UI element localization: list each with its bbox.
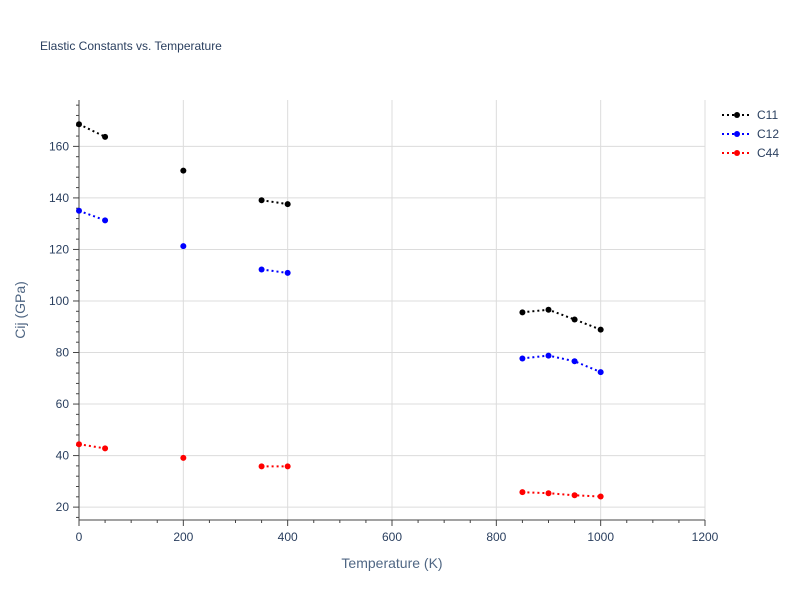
y-tick-label: 40 xyxy=(56,449,70,463)
legend-label: C44 xyxy=(757,146,779,160)
gridlines xyxy=(79,100,706,520)
data-point[interactable] xyxy=(571,492,578,499)
x-axis-title: Temperature (K) xyxy=(341,555,442,571)
x-tick-label: 600 xyxy=(382,530,402,544)
data-point[interactable] xyxy=(258,463,265,470)
y-tick-label: 100 xyxy=(49,294,69,308)
data-point[interactable] xyxy=(180,167,187,174)
ticks: 0 200 400 600 800 1000 1200 20 40 60 80 100 120 140 16… xyxy=(49,104,719,544)
legend-label: C11 xyxy=(757,108,778,122)
legend-swatch-marker xyxy=(734,131,740,137)
y-tick-label: 160 xyxy=(49,139,69,153)
y-tick-label: 60 xyxy=(56,397,70,411)
legend-label: C12 xyxy=(757,127,779,141)
data-point[interactable] xyxy=(180,454,187,461)
data-point[interactable] xyxy=(597,493,604,500)
data-point[interactable] xyxy=(571,358,578,365)
data-point[interactable] xyxy=(102,217,109,224)
y-tick-label: 120 xyxy=(49,242,69,256)
data-point[interactable] xyxy=(519,355,526,362)
series-line-segment xyxy=(522,308,602,331)
series-line-segment xyxy=(78,209,106,222)
data-point[interactable] xyxy=(284,269,291,276)
series-line-segment xyxy=(78,123,106,138)
legend[interactable]: C11 C12 C44 xyxy=(722,108,779,160)
data-point[interactable] xyxy=(545,352,552,359)
series-c12 xyxy=(76,207,604,376)
legend-item-c44[interactable]: C44 xyxy=(722,146,779,160)
data-point[interactable] xyxy=(545,306,552,313)
legend-item-c11[interactable]: C11 xyxy=(722,108,778,122)
x-tick-label: 200 xyxy=(173,530,193,544)
legend-swatch-marker xyxy=(734,150,740,156)
legend-swatch-marker xyxy=(734,112,740,118)
data-point[interactable] xyxy=(76,441,82,448)
series-c11 xyxy=(76,121,604,333)
series-line-segment xyxy=(261,199,288,206)
series-line-segment xyxy=(522,354,602,374)
x-tick-label: 0 xyxy=(76,530,83,544)
data-point[interactable] xyxy=(284,201,291,208)
series-c44 xyxy=(76,441,604,500)
series-line-segment xyxy=(522,491,601,498)
series-line-segment xyxy=(78,443,106,450)
data-point[interactable] xyxy=(571,316,578,323)
legend-item-c12[interactable]: C12 xyxy=(722,127,779,141)
plot-area xyxy=(76,121,604,500)
x-tick-label: 400 xyxy=(278,530,298,544)
data-point[interactable] xyxy=(519,309,526,316)
y-tick-label: 80 xyxy=(56,346,70,360)
chart-title: Elastic Constants vs. Temperature xyxy=(40,39,222,53)
data-point[interactable] xyxy=(284,463,291,470)
x-tick-label: 1200 xyxy=(692,530,719,544)
y-tick-label: 140 xyxy=(49,191,69,205)
data-point[interactable] xyxy=(597,326,604,333)
data-point[interactable] xyxy=(597,369,604,376)
y-tick-label: 20 xyxy=(56,500,70,514)
x-tick-label: 1000 xyxy=(587,530,614,544)
data-point[interactable] xyxy=(76,121,82,128)
y-axis-title: Cij (GPa) xyxy=(12,281,28,339)
data-point[interactable] xyxy=(102,133,109,140)
data-point[interactable] xyxy=(76,207,82,214)
data-point[interactable] xyxy=(258,197,265,204)
series-line-segment xyxy=(261,268,288,274)
data-point[interactable] xyxy=(519,489,526,496)
data-point[interactable] xyxy=(180,243,187,250)
x-tick-label: 800 xyxy=(486,530,506,544)
data-point[interactable] xyxy=(102,445,109,452)
data-point[interactable] xyxy=(258,266,265,273)
data-point[interactable] xyxy=(545,490,552,497)
